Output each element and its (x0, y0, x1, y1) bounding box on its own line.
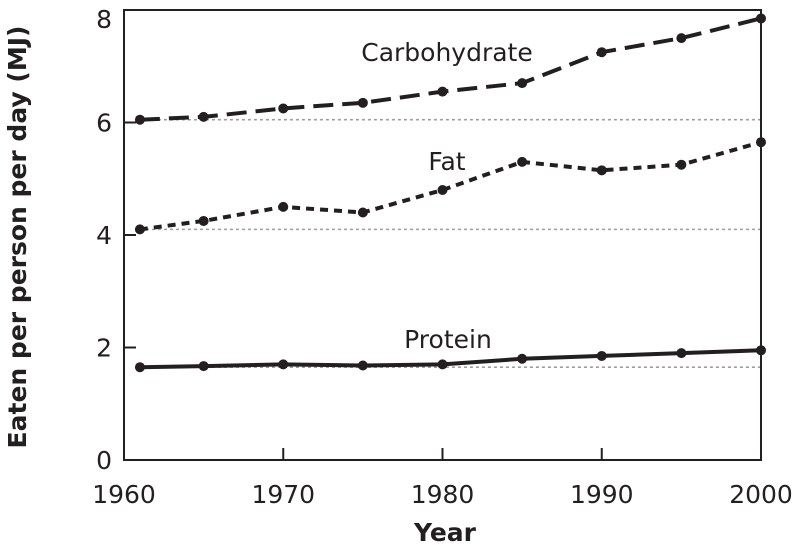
data-point-carbohydrate (437, 86, 448, 97)
y-tick-label: 0 (96, 446, 112, 475)
series-points (134, 13, 766, 373)
x-tick-label: 2000 (729, 480, 793, 509)
data-point-protein (676, 348, 687, 359)
data-point-protein (437, 359, 448, 370)
x-axis-title: Year (413, 518, 477, 545)
chart-labels: Year Eaten per person per day (MJ) Carbo… (3, 26, 533, 545)
x-tick-label: 1980 (411, 480, 475, 509)
series-label-carbohydrate: Carbohydrate (361, 38, 533, 67)
data-point-protein (517, 353, 528, 364)
x-tick-label: 1990 (570, 480, 634, 509)
data-point-fat (596, 165, 607, 176)
data-point-carbohydrate (596, 47, 607, 58)
data-point-protein (198, 361, 209, 372)
series-lines (139, 16, 762, 370)
data-point-fat (437, 185, 448, 195)
data-point-fat (357, 207, 368, 218)
y-tick-label: 8 (96, 5, 112, 34)
x-tick-label: 1970 (251, 480, 315, 509)
y-tick-label: 6 (96, 109, 112, 138)
data-point-fat (676, 159, 687, 170)
series-label-protein: Protein (404, 325, 492, 354)
plot-frame (123, 9, 762, 461)
data-point-carbohydrate (198, 111, 209, 122)
data-point-protein (134, 362, 145, 373)
series-label-fat: Fat (428, 147, 465, 176)
data-point-carbohydrate (517, 78, 528, 89)
y-axis-title: Eaten per person per day (MJ) (3, 26, 32, 449)
y-tick-label: 2 (96, 334, 112, 363)
series-line-fat (139, 140, 762, 232)
x-tick-label: 1960 (92, 480, 156, 509)
data-point-fat (517, 156, 528, 167)
y-axis-ticks: 0 2 4 6 8 (96, 5, 136, 475)
data-point-carbohydrate (278, 103, 289, 114)
data-point-carbohydrate (357, 97, 368, 108)
data-point-protein (596, 350, 607, 361)
data-point-carbohydrate (134, 114, 145, 125)
x-axis-ticks: 1960 1970 1980 1990 2000 (92, 448, 793, 509)
data-point-fat (198, 215, 209, 226)
data-point-fat (134, 224, 145, 235)
data-point-protein (357, 360, 368, 371)
y-tick-label: 4 (96, 221, 112, 250)
series-line-carbohydrate (139, 16, 762, 122)
data-point-protein (278, 359, 289, 370)
data-point-carbohydrate (676, 33, 687, 44)
data-point-fat (278, 201, 289, 212)
